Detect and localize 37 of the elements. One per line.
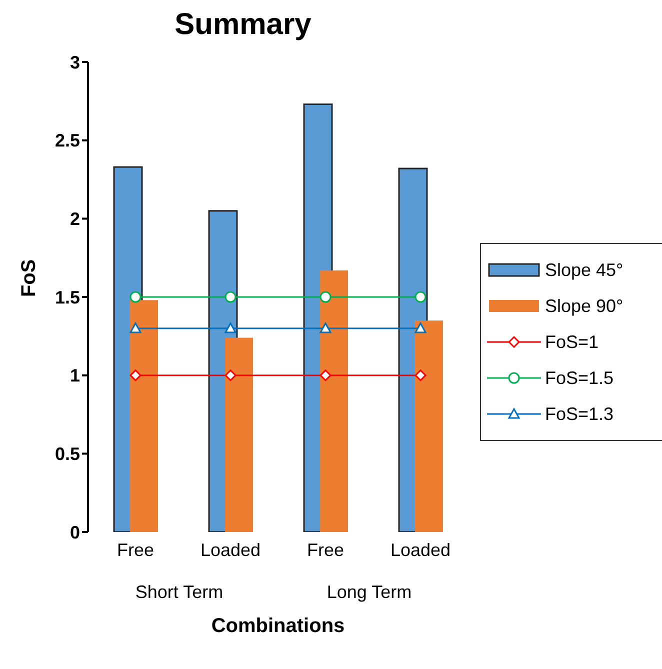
x-tick-label: Free: [306, 540, 344, 560]
y-tick-label: 2.5: [54, 130, 80, 151]
point: [320, 322, 332, 334]
point: [224, 370, 236, 382]
legend-label: Slope 90°: [545, 296, 624, 316]
x-tick-label: Loaded: [390, 540, 451, 560]
point: [130, 370, 142, 382]
point: [224, 322, 236, 334]
bar: [130, 300, 158, 532]
y-tick-label: 0: [70, 522, 80, 542]
y-tick-label: 2: [70, 209, 80, 230]
legend-label: FoS=1: [545, 332, 599, 352]
bar: [415, 320, 443, 532]
y-tick-label: 1.5: [54, 287, 80, 308]
text: Short Term: [135, 582, 224, 602]
legend-label: FoS=1.3: [545, 404, 614, 424]
y-tick-label: 3: [70, 52, 80, 72]
point: [130, 291, 142, 303]
point: [320, 370, 332, 382]
point: [414, 291, 426, 303]
point: [414, 322, 426, 334]
bar: [225, 338, 253, 532]
text: Long Term: [326, 582, 412, 602]
legend-label: Slope 45°: [545, 260, 624, 280]
y-tick-label: 1: [70, 366, 80, 386]
y-axis-title: FoS: [18, 259, 40, 297]
point: [130, 322, 142, 334]
point: [414, 370, 426, 382]
x-axis-title: Combinations: [211, 615, 345, 637]
chart-title: Summary: [174, 8, 312, 42]
x-tick-label: Loaded: [200, 540, 261, 560]
x-tick-label: Free: [116, 540, 154, 560]
legend-label: FoS=1.5: [545, 368, 614, 388]
bar: [320, 270, 348, 532]
point: [224, 291, 236, 303]
y-tick-label: 0.5: [54, 444, 80, 464]
point: [320, 291, 332, 303]
